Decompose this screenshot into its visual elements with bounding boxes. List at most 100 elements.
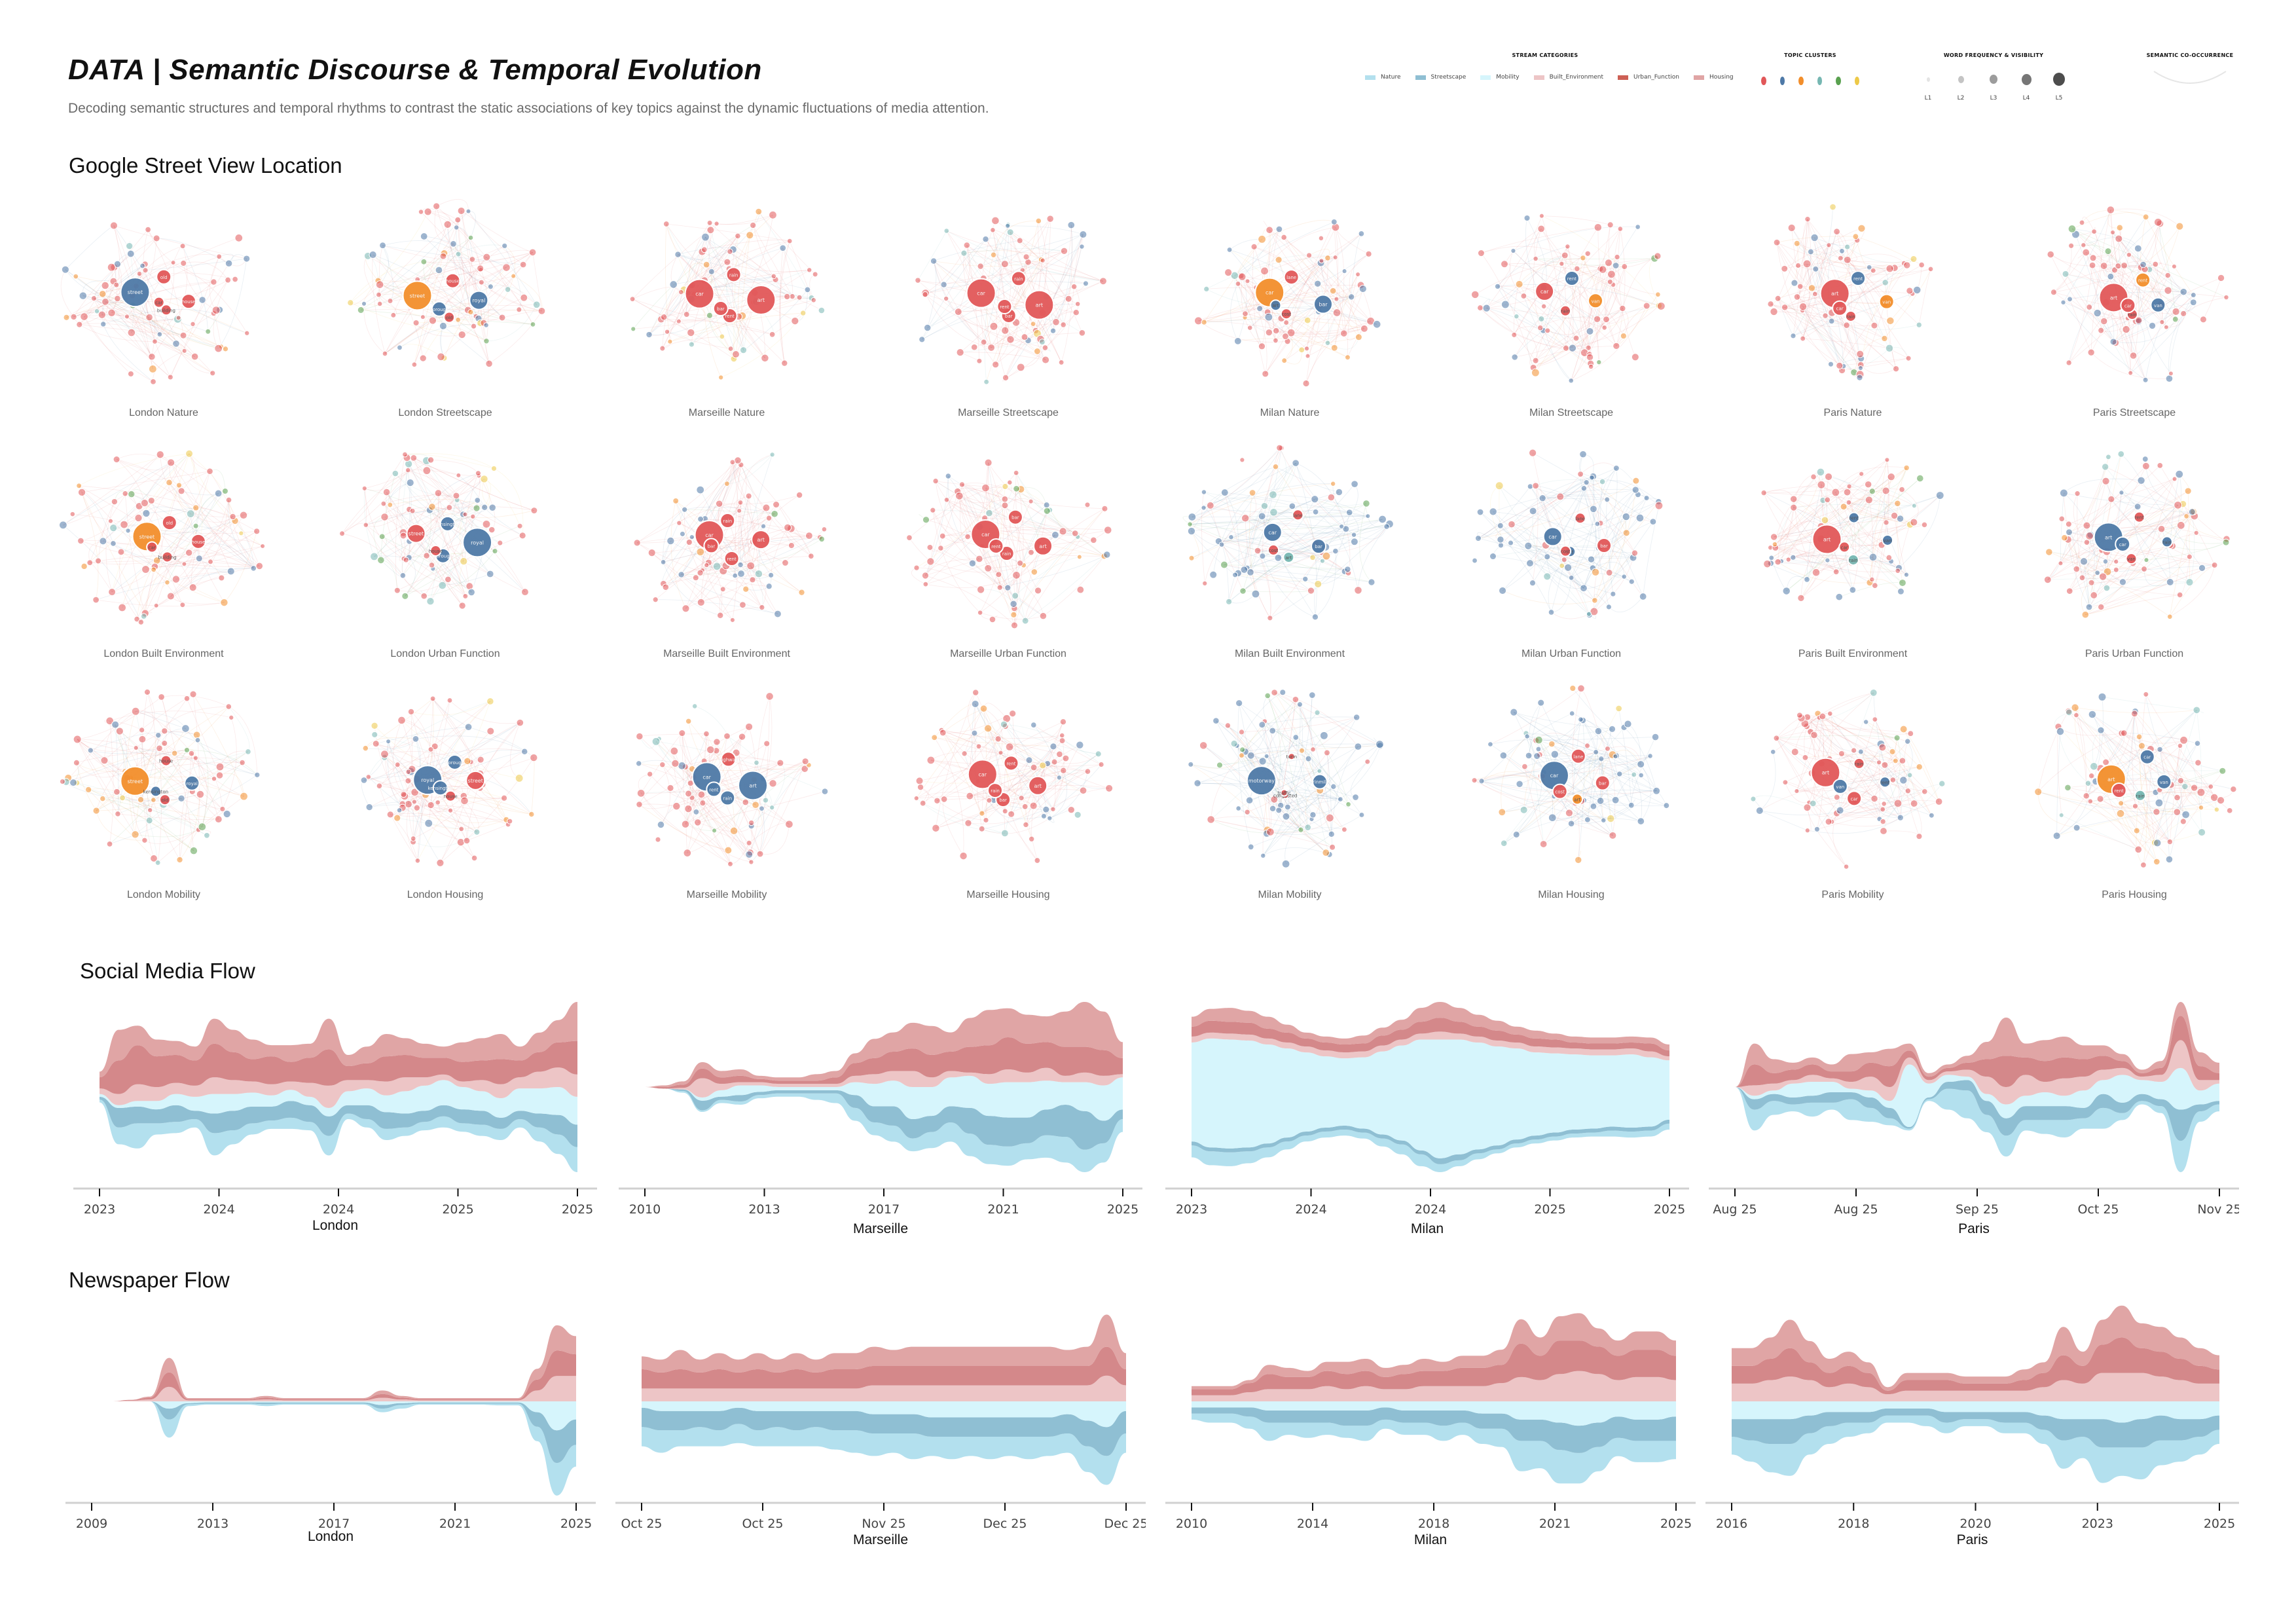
word-node[interactable] (672, 497, 680, 504)
word-node[interactable] (1882, 279, 1889, 286)
word-node[interactable] (166, 479, 173, 487)
word-node[interactable] (666, 784, 674, 792)
word-node[interactable] (966, 792, 974, 800)
word-node[interactable] (991, 216, 1000, 225)
word-node[interactable] (2142, 213, 2149, 221)
hub-word-node[interactable] (2115, 536, 2131, 552)
word-node[interactable] (114, 295, 121, 303)
word-node[interactable] (696, 485, 705, 494)
word-node[interactable] (979, 810, 985, 817)
word-node[interactable] (932, 477, 939, 485)
word-node[interactable] (913, 795, 919, 802)
word-node[interactable] (528, 248, 537, 257)
word-node[interactable] (2166, 614, 2173, 620)
word-node[interactable] (1793, 240, 1800, 247)
word-node[interactable] (1311, 495, 1319, 504)
word-node[interactable] (161, 740, 168, 747)
hub-word-node[interactable] (746, 285, 776, 316)
word-node[interactable] (410, 836, 416, 841)
word-node[interactable] (1616, 771, 1623, 777)
word-node[interactable] (225, 276, 232, 284)
word-node[interactable] (1589, 505, 1597, 513)
word-node[interactable] (145, 817, 153, 824)
word-node[interactable] (195, 555, 203, 563)
word-node[interactable] (655, 836, 661, 843)
word-node[interactable] (1194, 316, 1203, 325)
word-node[interactable] (133, 745, 139, 751)
word-node[interactable] (1311, 614, 1319, 621)
word-node[interactable] (2050, 289, 2057, 296)
word-node[interactable] (1843, 488, 1851, 496)
word-node[interactable] (1511, 354, 1518, 361)
word-node[interactable] (1619, 304, 1626, 312)
word-node[interactable] (1654, 252, 1662, 260)
word-node[interactable] (2113, 566, 2119, 573)
word-node[interactable] (975, 743, 982, 750)
word-node[interactable] (1515, 280, 1523, 288)
word-node[interactable] (166, 592, 175, 600)
word-node[interactable] (771, 273, 777, 280)
word-node[interactable] (2068, 225, 2077, 233)
word-node[interactable] (1034, 857, 1041, 864)
word-node[interactable] (1324, 340, 1331, 346)
word-node[interactable] (1512, 830, 1520, 839)
word-node[interactable] (956, 348, 964, 357)
word-node[interactable] (1871, 582, 1878, 589)
word-node[interactable] (1059, 732, 1065, 739)
word-node[interactable] (260, 543, 266, 549)
hub-word-node[interactable] (998, 545, 1015, 562)
hub-word-node[interactable] (1535, 281, 1555, 301)
word-node[interactable] (1804, 215, 1811, 223)
word-node[interactable] (1793, 293, 1801, 301)
word-node[interactable] (2119, 490, 2124, 496)
word-node[interactable] (376, 783, 383, 790)
word-node[interactable] (737, 500, 744, 506)
word-node[interactable] (79, 291, 88, 300)
word-node[interactable] (148, 365, 157, 373)
word-node[interactable] (1318, 235, 1324, 242)
word-node[interactable] (142, 509, 151, 518)
word-node[interactable] (2089, 254, 2097, 262)
hub-word-node[interactable] (156, 268, 172, 285)
word-node[interactable] (1058, 359, 1065, 365)
word-node[interactable] (1800, 335, 1806, 342)
word-node[interactable] (1351, 532, 1357, 538)
word-node[interactable] (703, 730, 710, 737)
word-node[interactable] (1635, 224, 1641, 230)
word-node[interactable] (1921, 521, 1928, 528)
word-node[interactable] (488, 526, 496, 534)
word-node[interactable] (1652, 786, 1661, 795)
word-node[interactable] (1611, 796, 1620, 804)
word-node[interactable] (501, 242, 508, 249)
word-node[interactable] (768, 572, 774, 578)
word-node[interactable] (467, 234, 474, 241)
word-node[interactable] (1238, 729, 1245, 735)
word-node[interactable] (177, 794, 185, 802)
word-node[interactable] (1281, 859, 1290, 868)
word-node[interactable] (1239, 457, 1245, 463)
word-node[interactable] (498, 314, 506, 322)
word-node[interactable] (915, 777, 924, 785)
word-node[interactable] (1271, 689, 1278, 696)
word-node[interactable] (1593, 749, 1599, 756)
word-node[interactable] (155, 731, 162, 739)
word-node[interactable] (664, 329, 670, 335)
word-node[interactable] (532, 301, 541, 309)
word-node[interactable] (1837, 255, 1844, 261)
word-node[interactable] (113, 788, 120, 796)
word-node[interactable] (2176, 591, 2183, 599)
word-node[interactable] (81, 563, 88, 570)
word-node[interactable] (151, 797, 156, 803)
word-node[interactable] (940, 796, 948, 803)
word-node[interactable] (403, 557, 409, 563)
word-node[interactable] (1275, 256, 1283, 264)
word-node[interactable] (1843, 322, 1850, 329)
word-node[interactable] (629, 296, 636, 303)
word-node[interactable] (1903, 572, 1910, 578)
word-node[interactable] (660, 559, 666, 565)
word-node[interactable] (2066, 360, 2072, 366)
word-node[interactable] (781, 360, 788, 367)
hub-word-node[interactable] (2135, 272, 2151, 288)
word-node[interactable] (1305, 755, 1312, 762)
word-node[interactable] (1355, 333, 1362, 341)
